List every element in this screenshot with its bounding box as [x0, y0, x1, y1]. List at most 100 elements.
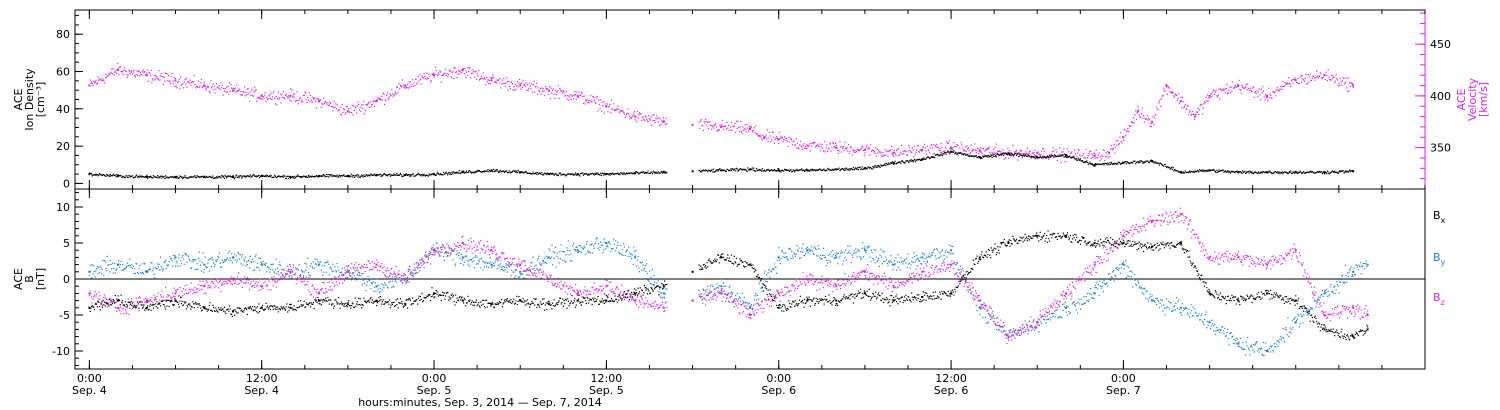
density-sample: [647, 170, 649, 172]
velocity-sample: [784, 138, 786, 140]
by-sample: [789, 248, 791, 250]
velocity-sample: [228, 93, 230, 95]
by-sample: [861, 247, 863, 249]
density-sample: [205, 177, 207, 179]
density-sample: [907, 160, 909, 162]
velocity-sample: [263, 97, 265, 99]
density-sample: [250, 176, 252, 178]
velocity-sample: [1250, 90, 1252, 93]
velocity-sample: [729, 129, 731, 131]
velocity-sample: [875, 147, 877, 149]
velocity-sample: [941, 146, 943, 148]
velocity-sample: [317, 98, 320, 100]
by-sample: [169, 256, 171, 258]
velocity-point-42: [1179, 100, 1182, 103]
top-panel-frame: [74, 9, 1426, 190]
velocity-sample: [402, 84, 404, 86]
by-sample: [521, 273, 524, 275]
by-sample: [761, 290, 763, 292]
velocity-sample: [213, 85, 215, 87]
by-sample: [705, 295, 707, 297]
velocity-sample: [926, 153, 928, 155]
density-sample: [1266, 172, 1268, 174]
density-sample: [1324, 173, 1326, 175]
density-sample: [727, 168, 729, 170]
by-sample: [157, 266, 159, 268]
velocity-sample: [1176, 99, 1178, 101]
by-sample: [654, 281, 656, 283]
velocity-sample: [524, 84, 526, 86]
velocity-sample: [464, 67, 466, 70]
velocity-sample: [1123, 129, 1125, 131]
velocity-sample: [655, 117, 657, 119]
by-sample: [998, 329, 1000, 331]
by-sample: [774, 266, 776, 268]
velocity-sample: [170, 82, 172, 84]
velocity-sample: [982, 147, 984, 149]
velocity-sample: [613, 103, 615, 105]
velocity-sample: [629, 118, 631, 120]
density-sample: [866, 168, 868, 170]
velocity-sample: [940, 142, 942, 145]
density-sample: [562, 173, 564, 175]
density-sample: [153, 176, 155, 178]
velocity-sample: [490, 76, 492, 78]
density-sample: [568, 173, 570, 175]
velocity-sample: [734, 122, 736, 125]
velocity-sample: [826, 144, 828, 146]
by-sample: [627, 255, 629, 257]
by-sample: [331, 270, 333, 272]
by-sample: [552, 264, 554, 266]
by-sample: [941, 250, 943, 252]
velocity-sample: [857, 149, 860, 152]
density-sample: [1247, 171, 1249, 173]
by-sample: [796, 245, 798, 247]
velocity-sample: [618, 108, 620, 110]
density-sample: [891, 161, 893, 163]
by-sample: [598, 243, 600, 245]
velocity-sample: [163, 76, 165, 78]
velocity-sample: [478, 69, 480, 71]
density-sample: [417, 172, 419, 175]
density-sample: [91, 173, 93, 175]
by-sample: [944, 258, 946, 260]
by-sample: [496, 267, 498, 269]
velocity-sample: [1255, 91, 1257, 93]
velocity-sample: [519, 83, 521, 85]
density-sample: [875, 166, 878, 169]
velocity-sample: [975, 152, 977, 154]
velocity-sample: [764, 136, 766, 138]
by-sample: [143, 262, 145, 264]
by-sample: [954, 264, 957, 266]
velocity-sample: [440, 71, 442, 73]
density-sample: [1294, 170, 1296, 172]
velocity-sample: [631, 115, 633, 117]
density-sample: [354, 175, 356, 177]
velocity-sample: [966, 145, 968, 147]
by-sample: [488, 262, 490, 264]
velocity-sample: [661, 120, 663, 122]
velocity-sample: [1264, 99, 1266, 101]
velocity-sample: [1054, 156, 1056, 158]
velocity-sample: [112, 68, 114, 70]
velocity-sample: [188, 82, 190, 84]
density-sample: [837, 168, 839, 170]
density-sample: [704, 170, 706, 172]
density-sample: [1255, 171, 1257, 173]
density-sample: [801, 170, 804, 172]
velocity-sample: [931, 147, 934, 149]
density-sample: [207, 176, 209, 178]
velocity-sample: [1310, 79, 1312, 81]
velocity-sample: [1020, 150, 1023, 152]
density-sample: [748, 168, 750, 171]
velocity-sample: [832, 141, 834, 144]
density-sample: [631, 173, 633, 175]
velocity-sample: [251, 94, 254, 96]
by-sample: [1043, 319, 1046, 321]
velocity-sample: [737, 120, 739, 122]
density-sample: [1161, 163, 1163, 165]
by-sample: [89, 271, 91, 273]
density-sample: [144, 176, 146, 178]
velocity-sample: [223, 90, 226, 92]
density-point-20: [662, 171, 665, 174]
